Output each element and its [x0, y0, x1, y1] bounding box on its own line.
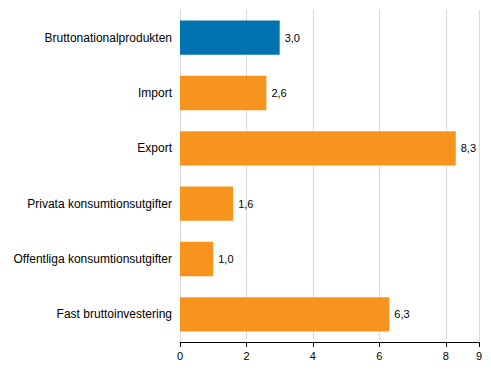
svg-text:Fast bruttoinvestering: Fast bruttoinvestering — [57, 307, 172, 321]
svg-text:Import: Import — [138, 86, 173, 100]
svg-text:2,6: 2,6 — [271, 87, 286, 99]
svg-text:Bruttonationalprodukten: Bruttonationalprodukten — [45, 31, 172, 45]
svg-text:1,6: 1,6 — [238, 198, 253, 210]
svg-text:3,0: 3,0 — [285, 32, 300, 44]
svg-text:Export: Export — [137, 141, 172, 155]
svg-text:9: 9 — [476, 350, 482, 362]
svg-text:6: 6 — [376, 350, 382, 362]
svg-text:Privata konsumtionsutgifter: Privata konsumtionsutgifter — [27, 197, 172, 211]
svg-text:Offentliga konsumtionsutgifter: Offentliga konsumtionsutgifter — [13, 252, 172, 266]
svg-text:0: 0 — [177, 350, 183, 362]
svg-text:6,3: 6,3 — [394, 308, 409, 320]
svg-text:4: 4 — [310, 350, 316, 362]
svg-text:2: 2 — [243, 350, 249, 362]
svg-text:8: 8 — [443, 350, 449, 362]
svg-text:8,3: 8,3 — [461, 142, 476, 154]
svg-text:1,0: 1,0 — [218, 253, 233, 265]
